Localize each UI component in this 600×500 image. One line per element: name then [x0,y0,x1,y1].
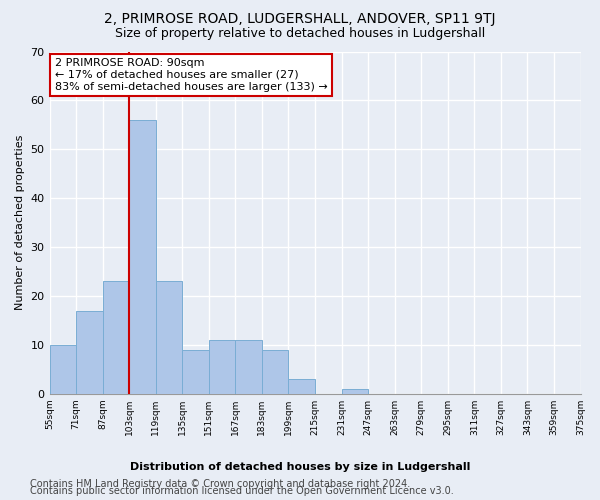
Bar [156,282,182,394]
Text: 2, PRIMROSE ROAD, LUDGERSHALL, ANDOVER, SP11 9TJ: 2, PRIMROSE ROAD, LUDGERSHALL, ANDOVER, … [104,12,496,26]
Bar [289,379,315,394]
Bar [209,340,235,394]
Bar [103,282,129,394]
Bar [341,389,368,394]
Bar [262,350,289,394]
Bar [182,350,209,394]
Bar [76,310,103,394]
Bar [50,345,76,394]
Text: Size of property relative to detached houses in Ludgershall: Size of property relative to detached ho… [115,28,485,40]
Bar [235,340,262,394]
Text: Contains public sector information licensed under the Open Government Licence v3: Contains public sector information licen… [30,486,454,496]
Bar [129,120,156,394]
Text: Distribution of detached houses by size in Ludgershall: Distribution of detached houses by size … [130,462,470,472]
Text: 2 PRIMROSE ROAD: 90sqm
← 17% of detached houses are smaller (27)
83% of semi-det: 2 PRIMROSE ROAD: 90sqm ← 17% of detached… [55,58,328,92]
Text: Contains HM Land Registry data © Crown copyright and database right 2024.: Contains HM Land Registry data © Crown c… [30,479,410,489]
Y-axis label: Number of detached properties: Number of detached properties [15,135,25,310]
